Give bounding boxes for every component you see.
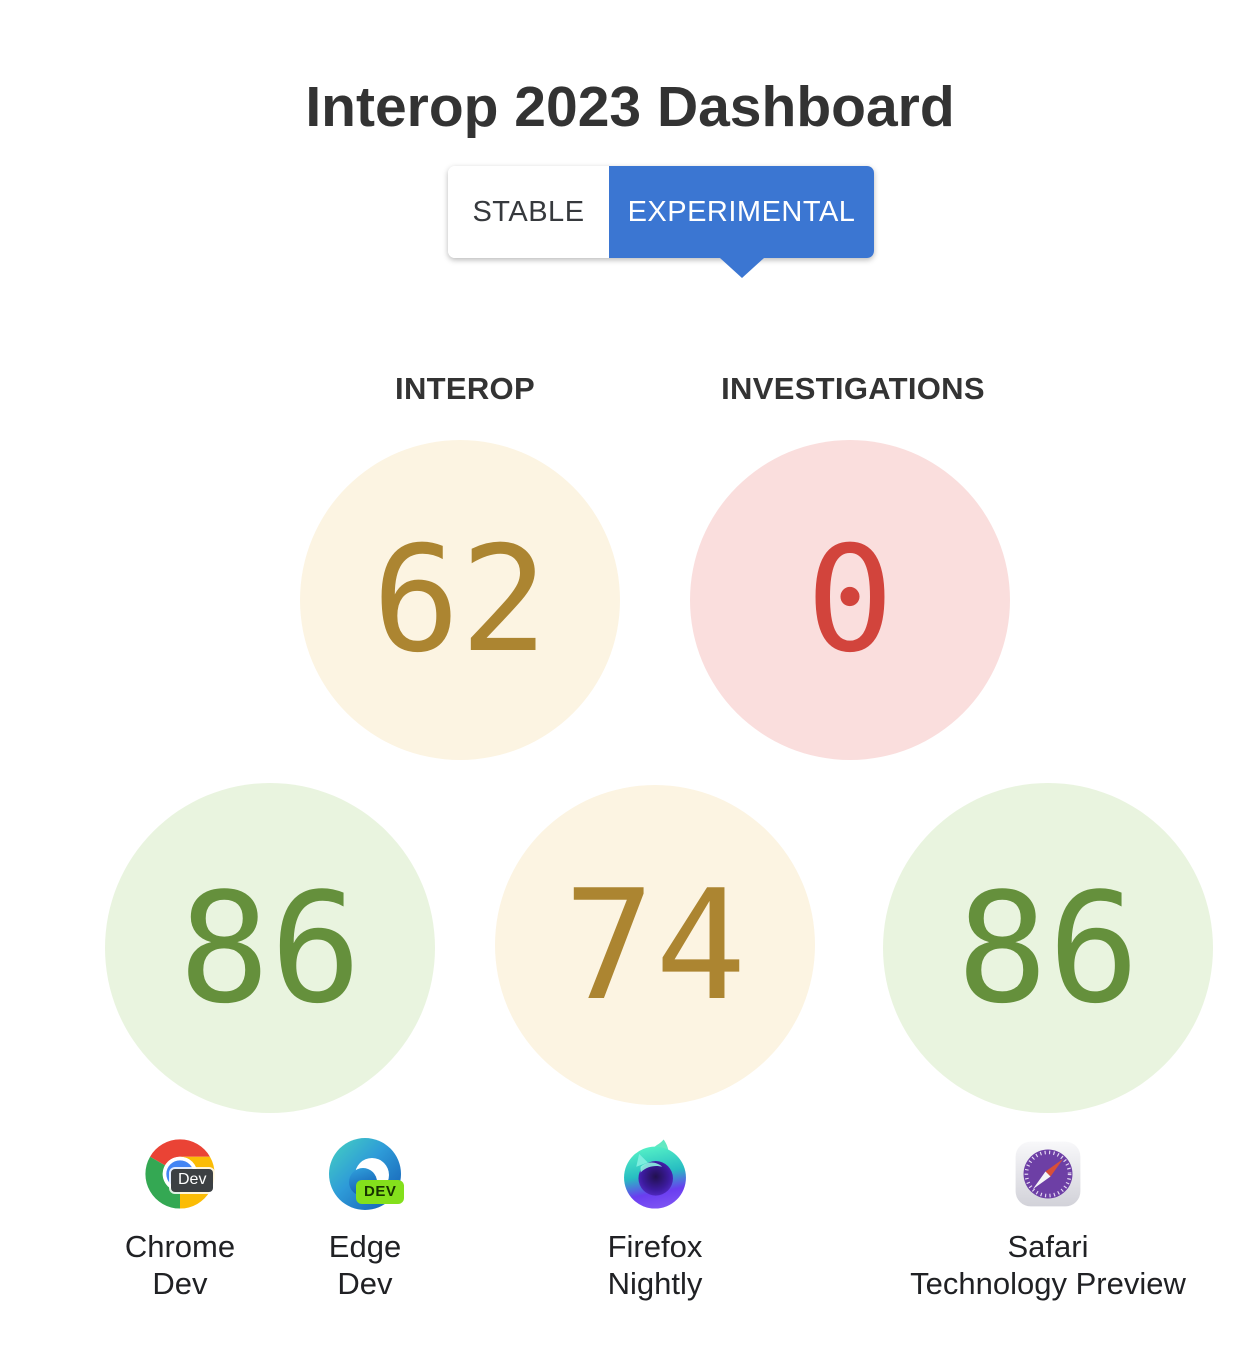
interop-score-circle[interactable]: 62 — [300, 440, 620, 760]
firefox-nightly-label: Firefox Nightly — [607, 1229, 703, 1301]
edge-dev-icon: DEV — [329, 1138, 405, 1210]
investigations-score-circle[interactable]: 0 — [690, 440, 1010, 760]
investigations-score-value: 0 — [806, 515, 894, 685]
browser-column-chrome-dev: Dev Chrome Dev — [60, 1138, 300, 1302]
page-title: Interop 2023 Dashboard — [305, 75, 955, 140]
chrome-dev-icon: Dev — [144, 1138, 216, 1210]
tab-experimental-label: EXPERIMENTAL — [627, 195, 856, 228]
investigations-header: INVESTIGATIONS — [721, 371, 985, 406]
safari-score-value: 86 — [956, 859, 1140, 1037]
selected-tab-arrow — [719, 258, 764, 278]
safari-score-circle[interactable]: 86 — [883, 783, 1213, 1113]
firefox-score-circle[interactable]: 74 — [495, 785, 815, 1105]
firefox-nightly-icon — [619, 1138, 691, 1210]
channel-tab-switcher: STABLE EXPERIMENTAL — [448, 166, 874, 278]
interop-score-value: 62 — [372, 515, 548, 685]
chrome-edge-score-value: 86 — [178, 859, 362, 1037]
chrome-edge-score-circle[interactable]: 86 — [105, 783, 435, 1113]
chrome-dev-badge: Dev — [171, 1169, 214, 1192]
safari-technology-preview-label: Safari Technology Preview — [910, 1229, 1186, 1301]
edge-dev-badge: DEV — [356, 1180, 405, 1204]
tab-experimental[interactable]: EXPERIMENTAL — [609, 166, 874, 278]
firefox-score-value: 74 — [563, 856, 747, 1034]
browser-column-firefox-nightly: Firefox Nightly — [535, 1138, 775, 1302]
edge-dev-label: Edge Dev — [328, 1229, 402, 1301]
interop-header: INTEROP — [395, 371, 535, 406]
safari-technology-preview-icon — [1012, 1138, 1084, 1210]
browser-column-edge-dev: DEV Edge Dev — [245, 1138, 485, 1302]
browser-column-safari-technology-preview: Safari Technology Preview — [848, 1138, 1248, 1302]
chrome-dev-label: Chrome Dev — [124, 1229, 236, 1301]
tab-stable[interactable]: STABLE — [448, 166, 609, 258]
